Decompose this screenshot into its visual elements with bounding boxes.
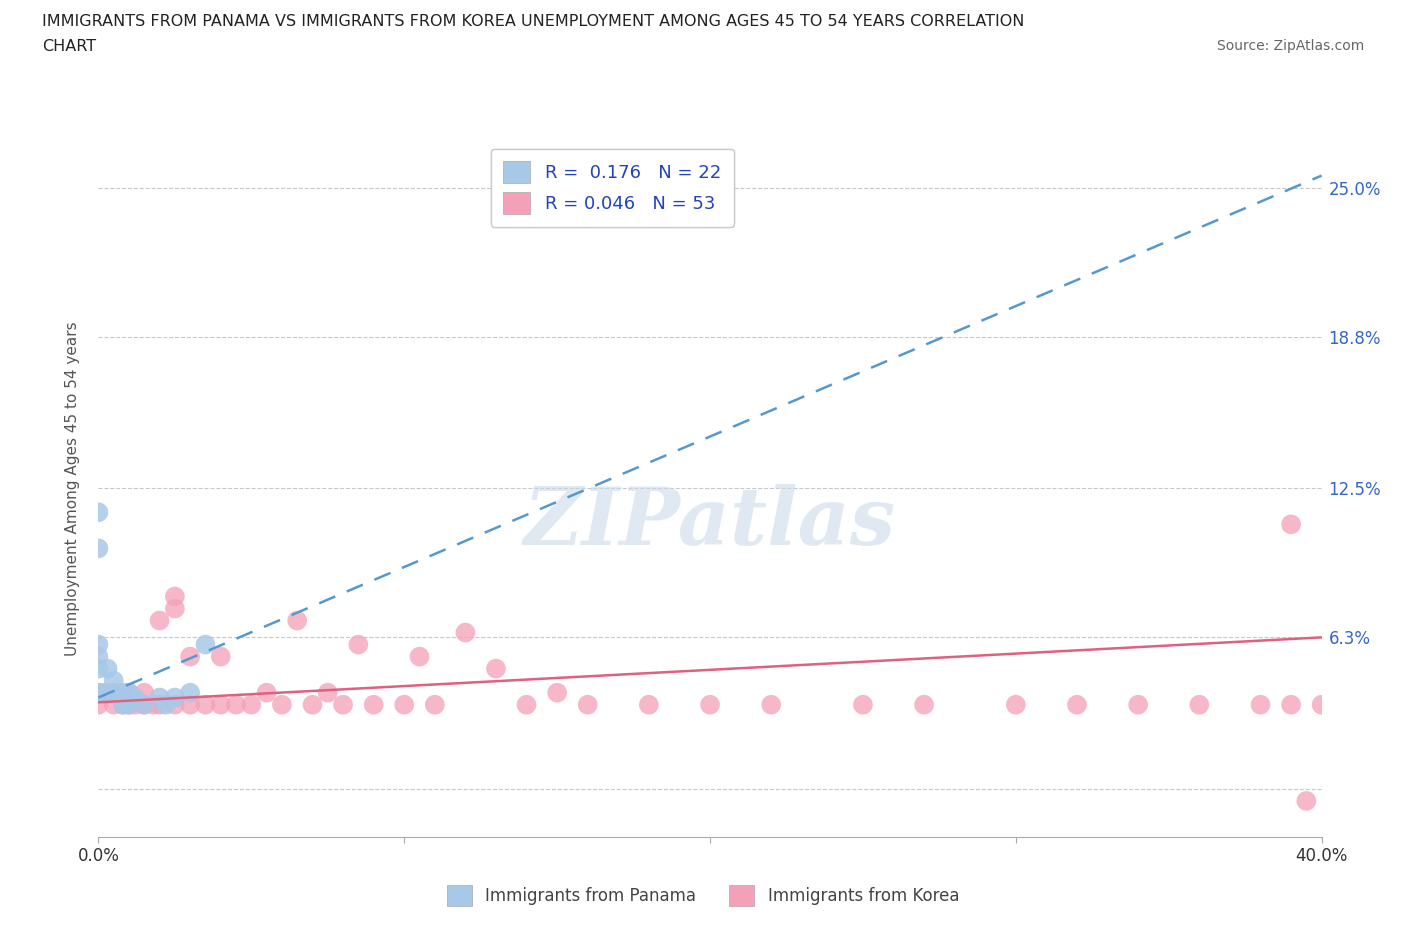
Point bbox=[1128, 698, 1150, 712]
Point bbox=[155, 698, 177, 712]
Point bbox=[301, 698, 323, 712]
Point bbox=[103, 698, 125, 712]
Point bbox=[454, 625, 477, 640]
Point bbox=[149, 698, 172, 712]
Point bbox=[363, 698, 385, 712]
Point bbox=[240, 698, 263, 712]
Point bbox=[149, 613, 172, 628]
Text: IMMIGRANTS FROM PANAMA VS IMMIGRANTS FROM KOREA UNEMPLOYMENT AMONG AGES 45 TO 54: IMMIGRANTS FROM PANAMA VS IMMIGRANTS FRO… bbox=[42, 14, 1025, 29]
Point bbox=[179, 649, 201, 664]
Point bbox=[637, 698, 661, 712]
Point bbox=[270, 698, 292, 712]
Point bbox=[1066, 698, 1088, 712]
Point bbox=[576, 698, 599, 712]
Point bbox=[108, 690, 131, 705]
Point bbox=[423, 698, 446, 712]
Point bbox=[118, 698, 141, 712]
Point bbox=[97, 661, 120, 676]
Point bbox=[111, 685, 134, 700]
Point bbox=[225, 698, 247, 712]
Point bbox=[163, 589, 186, 604]
Point bbox=[516, 698, 538, 712]
Point bbox=[194, 698, 217, 712]
Point bbox=[485, 661, 508, 676]
Point bbox=[256, 685, 278, 700]
Point bbox=[87, 637, 110, 652]
Point bbox=[209, 649, 232, 664]
Point bbox=[392, 698, 416, 712]
Point bbox=[124, 690, 146, 705]
Point bbox=[103, 673, 125, 688]
Y-axis label: Unemployment Among Ages 45 to 54 years: Unemployment Among Ages 45 to 54 years bbox=[65, 321, 80, 656]
Point bbox=[103, 685, 125, 700]
Point bbox=[111, 698, 134, 712]
Point bbox=[347, 637, 370, 652]
Point bbox=[87, 698, 110, 712]
Point bbox=[87, 661, 110, 676]
Point bbox=[103, 685, 125, 700]
Point bbox=[759, 698, 782, 712]
Point bbox=[1188, 698, 1211, 712]
Point bbox=[1310, 698, 1333, 712]
Point bbox=[912, 698, 935, 712]
Point bbox=[194, 637, 217, 652]
Point bbox=[118, 685, 141, 700]
Point bbox=[87, 685, 110, 700]
Point bbox=[87, 685, 110, 700]
Point bbox=[87, 505, 110, 520]
Point bbox=[134, 698, 156, 712]
Point bbox=[134, 685, 156, 700]
Text: CHART: CHART bbox=[42, 39, 96, 54]
Point bbox=[124, 698, 146, 712]
Point bbox=[408, 649, 430, 664]
Legend: Immigrants from Panama, Immigrants from Korea: Immigrants from Panama, Immigrants from … bbox=[440, 879, 966, 912]
Point bbox=[179, 698, 201, 712]
Point bbox=[163, 698, 186, 712]
Point bbox=[332, 698, 354, 712]
Point bbox=[546, 685, 568, 700]
Point bbox=[1295, 793, 1317, 808]
Point bbox=[1004, 698, 1026, 712]
Point bbox=[179, 685, 201, 700]
Point bbox=[149, 690, 172, 705]
Text: ZIPatlas: ZIPatlas bbox=[524, 485, 896, 562]
Text: Source: ZipAtlas.com: Source: ZipAtlas.com bbox=[1216, 39, 1364, 53]
Point bbox=[285, 613, 308, 628]
Point bbox=[163, 601, 186, 616]
Point bbox=[87, 541, 110, 556]
Point bbox=[1279, 517, 1302, 532]
Point bbox=[1279, 698, 1302, 712]
Point bbox=[118, 685, 141, 700]
Point bbox=[163, 690, 186, 705]
Point bbox=[699, 698, 721, 712]
Legend: R =  0.176   N = 22, R = 0.046   N = 53: R = 0.176 N = 22, R = 0.046 N = 53 bbox=[491, 149, 734, 227]
Point bbox=[111, 698, 134, 712]
Point bbox=[316, 685, 339, 700]
Point bbox=[209, 698, 232, 712]
Point bbox=[134, 698, 156, 712]
Point bbox=[1249, 698, 1271, 712]
Point bbox=[852, 698, 875, 712]
Point bbox=[87, 649, 110, 664]
Point bbox=[142, 698, 165, 712]
Point bbox=[93, 685, 115, 700]
Point bbox=[118, 698, 141, 712]
